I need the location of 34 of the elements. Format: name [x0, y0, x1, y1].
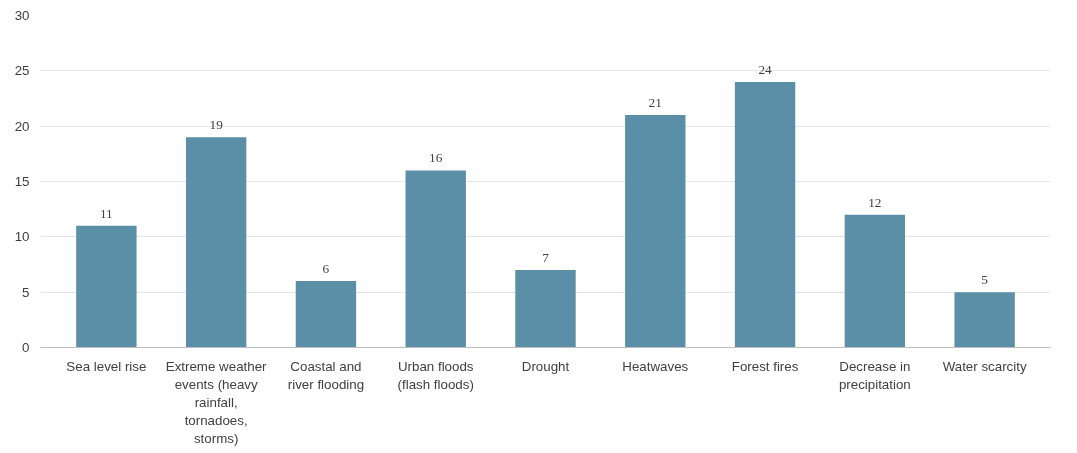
y-tick-label: 5	[22, 284, 30, 300]
data-label: 12	[868, 194, 882, 210]
x-tick-label: Water scarcity	[942, 358, 1027, 374]
data-label: 24	[758, 61, 773, 77]
data-label: 11	[99, 205, 113, 221]
data-label: 5	[981, 272, 989, 288]
y-tick-label: 20	[14, 118, 30, 134]
bar	[295, 281, 357, 348]
bar	[844, 214, 906, 348]
bar	[76, 225, 137, 348]
bar	[954, 292, 1015, 348]
x-tick-label: Urban floods (flash floods)	[397, 358, 474, 392]
x-tick-label: Sea level rise	[66, 358, 147, 374]
x-tick-label: Forest fires	[731, 358, 799, 374]
y-tick-label: 0	[22, 340, 30, 355]
bar	[515, 270, 576, 348]
x-tick-label: Coastal and river flooding	[287, 358, 365, 392]
y-tick-label: 25	[14, 63, 30, 79]
data-label: 19	[209, 117, 224, 133]
x-tick-label: Drought	[521, 358, 570, 374]
bar	[734, 81, 796, 348]
data-label: 6	[322, 261, 330, 277]
y-tick-label: 10	[14, 229, 30, 245]
x-tick-label: Decrease in precipitation	[838, 358, 911, 392]
y-tick-label: 15	[14, 174, 30, 189]
bar	[405, 170, 466, 348]
bar	[625, 115, 686, 348]
x-tick-label: Extreme weather events (heavy rainfall, tornadoes, storms)	[165, 358, 268, 446]
data-label: 7	[542, 250, 550, 266]
bar	[185, 137, 247, 348]
x-tick-label: Heatwaves	[622, 358, 689, 374]
data-label: 16	[429, 150, 443, 166]
data-label: 21	[648, 95, 662, 111]
y-tick-label: 30	[14, 8, 30, 23]
